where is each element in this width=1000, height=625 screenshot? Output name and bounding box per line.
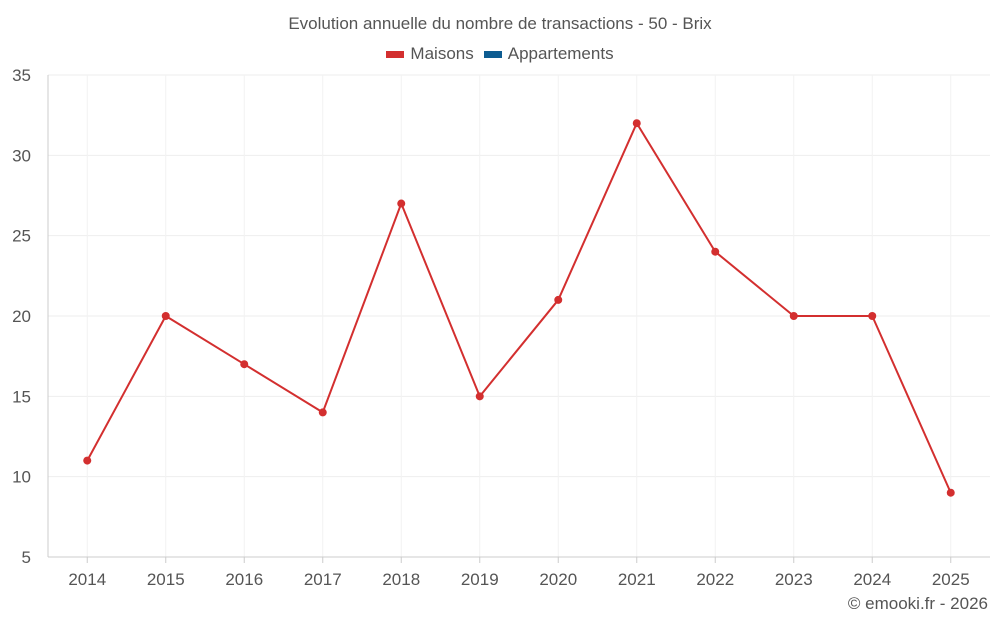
data-point <box>161 312 170 320</box>
y-tick-label: 20 <box>12 307 31 326</box>
x-tick-label: 2024 <box>853 570 891 589</box>
x-tick-label: 2019 <box>461 570 499 589</box>
y-tick-label: 25 <box>12 227 31 246</box>
legend-label-maisons: Maisons <box>410 44 474 63</box>
y-tick-label: 30 <box>12 146 31 165</box>
data-point <box>632 119 641 128</box>
data-point <box>475 392 484 401</box>
x-tick-label: 2017 <box>304 570 342 589</box>
chart-title: Evolution annuelle du nombre de transact… <box>288 14 712 33</box>
series <box>83 119 955 497</box>
x-tick-label: 2025 <box>932 570 970 589</box>
credit-text: © emooki.fr - 2026 <box>847 594 988 613</box>
x-tick-label: 2023 <box>775 570 813 589</box>
legend-swatch-appartements <box>483 50 502 58</box>
legend-item-maisons[interactable]: Maisons <box>386 44 474 64</box>
x-tick-label: 2016 <box>225 570 263 589</box>
data-point <box>318 408 327 417</box>
legend-swatch-maisons <box>386 50 405 58</box>
y-tick-label: 5 <box>22 548 31 567</box>
data-point <box>789 312 798 320</box>
x-tick-label: 2015 <box>147 570 185 589</box>
legend-label-appartements: Appartements <box>507 44 614 63</box>
legend: Maisons Appartements <box>0 44 1000 64</box>
series-line-maisons <box>86 122 952 494</box>
x-tick-label: 2022 <box>696 570 734 589</box>
grid <box>48 74 990 557</box>
data-point <box>946 488 955 497</box>
legend-item-appartements[interactable]: Appartements <box>483 44 614 64</box>
data-point <box>83 456 92 465</box>
x-tick-label: 2020 <box>539 570 577 589</box>
data-point <box>240 360 249 369</box>
data-point <box>554 295 563 304</box>
y-tick-label: 15 <box>12 387 31 406</box>
y-tick-label: 10 <box>12 468 31 487</box>
y-tick-label: 35 <box>12 66 31 85</box>
x-tick-label: 2018 <box>382 570 420 589</box>
x-tick-label: 2014 <box>68 570 106 589</box>
data-point <box>397 199 406 208</box>
data-point <box>711 247 720 256</box>
x-tick-label: 2021 <box>618 570 656 589</box>
data-point <box>868 312 877 320</box>
